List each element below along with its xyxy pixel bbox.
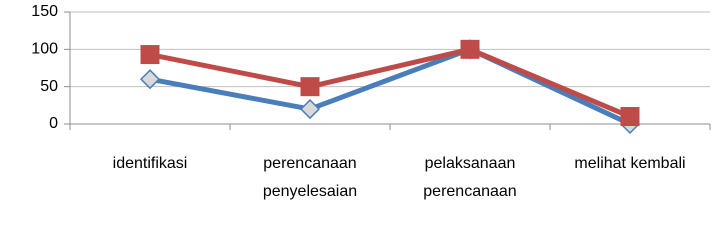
marker (620, 107, 640, 127)
marker (299, 99, 321, 120)
x-tick-label: pelaksanaan perencanaan (423, 155, 516, 200)
chart: 0 50 100 150 identifikasi perencanaan penyeles… (31, 3, 711, 200)
y-tick-label: 0 (49, 115, 58, 132)
x-tick-label: perencanaan penyelesaian (263, 155, 357, 200)
marker (140, 45, 160, 65)
marker (139, 69, 161, 90)
y-tick-label: 50 (40, 78, 58, 95)
series-line (149, 46, 631, 119)
marker (300, 77, 320, 97)
y-tick-label: 150 (31, 3, 58, 20)
x-tick-label: melihat kembali (574, 155, 685, 172)
y-tick-label: 100 (31, 41, 58, 58)
series-line (149, 46, 632, 127)
x-tick-label: identifikasi (113, 155, 188, 172)
marker (460, 39, 480, 59)
